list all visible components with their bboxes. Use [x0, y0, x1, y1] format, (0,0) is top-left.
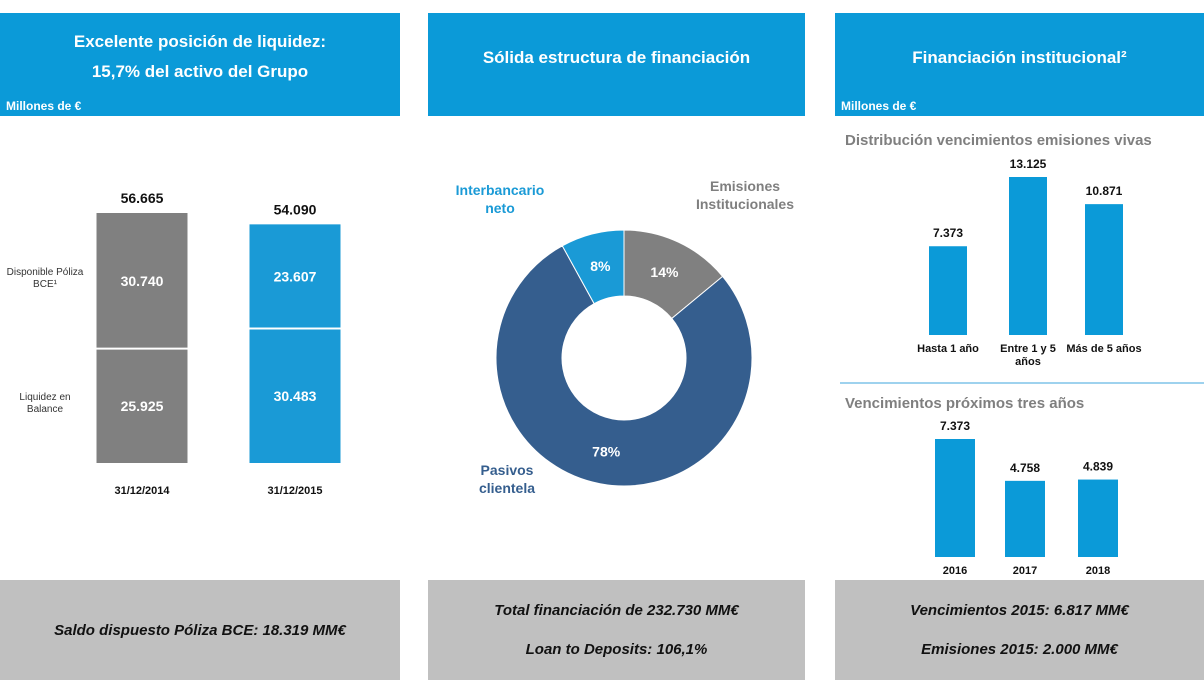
- panel-title: Sólida estructura de financiación: [482, 48, 751, 67]
- value-label: 25.925: [121, 398, 164, 414]
- footer-text: Total financiación de 232.730 MM€: [494, 602, 739, 619]
- bar: [1078, 479, 1118, 557]
- x-tick-label: 2017: [1012, 565, 1038, 577]
- panel-title: Excelente posición de liquidez:: [73, 32, 327, 51]
- value-label: 7.373: [933, 226, 963, 240]
- bar-segment: [249, 224, 341, 328]
- chart-subtitle: Vencimientos próximos tres años: [845, 395, 1085, 412]
- panel-title: 15,7% del activo del Grupo: [91, 62, 309, 81]
- total-label: 56.665: [121, 190, 164, 206]
- panel-header: Sólida estructura de financiación: [428, 13, 805, 116]
- value-label: 10.871: [1086, 184, 1123, 198]
- category-label: Pasivos clientela: [478, 462, 536, 496]
- category-label: Interbancario neto: [455, 182, 545, 216]
- footer-text: Vencimientos 2015: 6.817 MM€: [910, 602, 1129, 619]
- bar: [1085, 204, 1123, 335]
- bar-segment: [249, 329, 341, 463]
- bar-segment: [96, 213, 188, 348]
- panel-footer: Vencimientos 2015: 6.817 MM€ Emisiones 20…: [835, 580, 1204, 680]
- value-label: 23.607: [274, 268, 317, 284]
- value-label: 7.373: [940, 419, 970, 433]
- value-label: 8%: [590, 258, 611, 274]
- value-label: 14%: [650, 264, 679, 280]
- value-label: 78%: [592, 443, 621, 459]
- x-tick-label: 2016: [942, 565, 968, 577]
- value-label: 13.125: [1010, 157, 1047, 171]
- x-tick-label: Más de 5 años: [1066, 343, 1142, 355]
- footer-text: Saldo dispuesto Póliza BCE: 18.319 MM€: [54, 621, 346, 639]
- series-label: Liquidez en Balance: [19, 391, 71, 416]
- panel-title: Financiación institucional²: [912, 48, 1127, 67]
- total-label: 54.090: [274, 201, 317, 217]
- category-label: Emisiones Institucionales: [695, 178, 795, 212]
- panel-header: Excelente posición de liquidez: 15,7% del…: [0, 13, 400, 116]
- unit-label: Millones de €: [841, 99, 917, 113]
- bar: [1005, 480, 1045, 557]
- panel-footer: Saldo dispuesto Póliza BCE: 18.319 MM€: [0, 580, 400, 680]
- x-tick-label: Entre 1 y 5 años: [1000, 343, 1056, 369]
- panel-header: Financiación institucional² Millones de €: [835, 13, 1204, 116]
- bar-segment: [96, 349, 188, 463]
- series-label: Disponible Póliza BCE¹: [6, 266, 84, 291]
- x-tick-label: 2018: [1085, 565, 1111, 577]
- footer-text: Emisiones 2015: 2.000 MM€: [921, 641, 1118, 658]
- bar: [1009, 177, 1047, 335]
- value-label: 4.839: [1083, 460, 1113, 474]
- value-label: 30.740: [121, 273, 164, 289]
- panel-footer: Total financiación de 232.730 MM€ Loan to…: [428, 580, 805, 680]
- donut-slice: [561, 229, 625, 305]
- donut-slice: [495, 245, 753, 487]
- value-label: 30.483: [274, 388, 317, 404]
- value-label: 4.758: [1010, 461, 1040, 475]
- bar: [935, 439, 975, 557]
- x-tick-label: Hasta 1 año: [917, 343, 979, 355]
- bar: [929, 246, 967, 335]
- x-tick-label: 31/12/2014: [114, 485, 170, 497]
- footer-text: Loan to Deposits: 106,1%: [525, 641, 708, 658]
- unit-label: Millones de €: [6, 99, 82, 113]
- chart-subtitle: Distribución vencimientos emisiones viva…: [845, 132, 1152, 149]
- x-tick-label: 31/12/2015: [267, 485, 322, 497]
